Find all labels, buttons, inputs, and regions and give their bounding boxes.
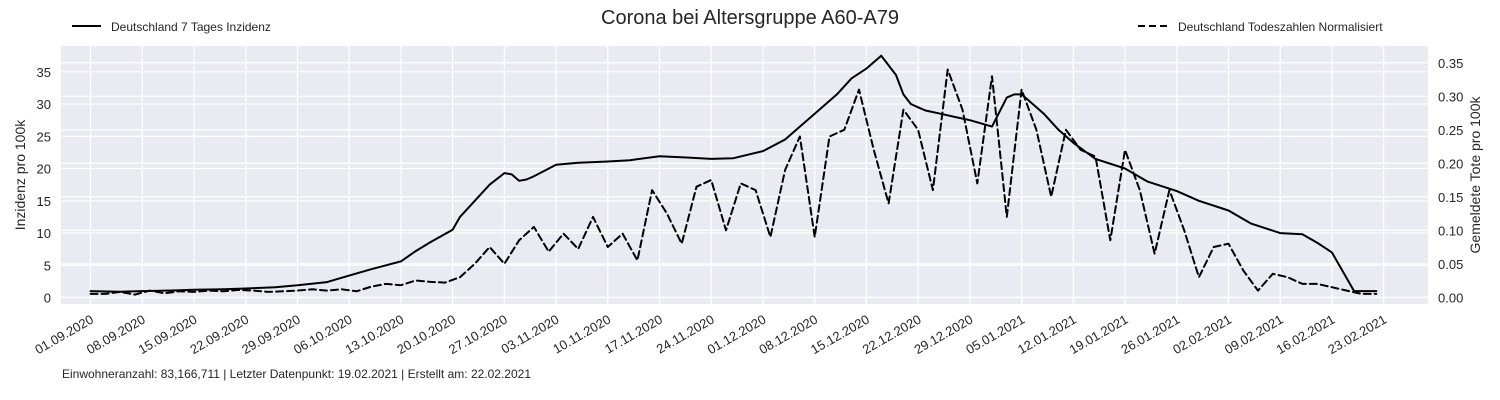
- y2-tick-label: 0.35: [1438, 56, 1463, 71]
- y2-tick-label: 0.10: [1438, 223, 1463, 238]
- x-axis: 01.09.202008.09.202015.09.202022.09.2020…: [32, 312, 1389, 358]
- y-tick-label: 20: [37, 162, 51, 177]
- series-line-incidence: [89, 54, 1378, 293]
- legend-left: Deutschland 7 Tages Inzidenz: [72, 20, 271, 34]
- y-tick-label: 10: [37, 226, 51, 241]
- y2-tick-label: 0.30: [1438, 89, 1463, 104]
- x-tick-label: 23.02.2021: [1325, 312, 1389, 358]
- x-tick-label: 27.10.2020: [446, 312, 510, 358]
- y-tick-label: 25: [37, 129, 51, 144]
- legend-right: Deutschland Todeszahlen Normalisiert: [1138, 20, 1383, 34]
- y2-tick-label: 0.00: [1438, 290, 1463, 305]
- series-layer: [89, 54, 1378, 296]
- y2-tick-label: 0.05: [1438, 257, 1463, 272]
- x-tick-label: 10.11.2020: [550, 312, 613, 357]
- chart-title: Corona bei Altersgruppe A60-A79: [601, 7, 899, 29]
- x-tick-label: 03.11.2020: [499, 312, 562, 357]
- legend-label-deaths: Deutschland Todeszahlen Normalisiert: [1178, 20, 1383, 34]
- y-axis-left: 0 5 10 15 20 25 30 35: [37, 65, 51, 306]
- y-axis-right: 0.00 0.05 0.10 0.15 0.20 0.25 0.30 0.35: [1438, 56, 1463, 306]
- y-tick-label: 5: [44, 258, 51, 273]
- y2-tick-label: 0.20: [1438, 156, 1463, 171]
- grid: [61, 46, 1428, 304]
- y-tick-label: 35: [37, 65, 51, 80]
- x-tick-label: 17.11.2020: [602, 312, 665, 357]
- series-line-deaths: [89, 68, 1378, 296]
- legend-label-incidence: Deutschland 7 Tages Inzidenz: [111, 20, 271, 34]
- y-tick-label: 30: [37, 97, 51, 112]
- y-axis-label: Inzidenz pro 100k: [12, 119, 28, 231]
- y-tick-label: 15: [37, 194, 51, 209]
- y-tick-label: 0: [44, 291, 51, 306]
- plot-area: [61, 46, 1428, 304]
- y2-tick-label: 0.25: [1438, 123, 1463, 138]
- y2-tick-label: 0.15: [1438, 190, 1463, 205]
- y2-axis-label: Gemeldete Tote pro 100k: [1467, 96, 1483, 254]
- footnote: Einwohneranzahl: 83,166,711 | Letzter Da…: [62, 367, 531, 381]
